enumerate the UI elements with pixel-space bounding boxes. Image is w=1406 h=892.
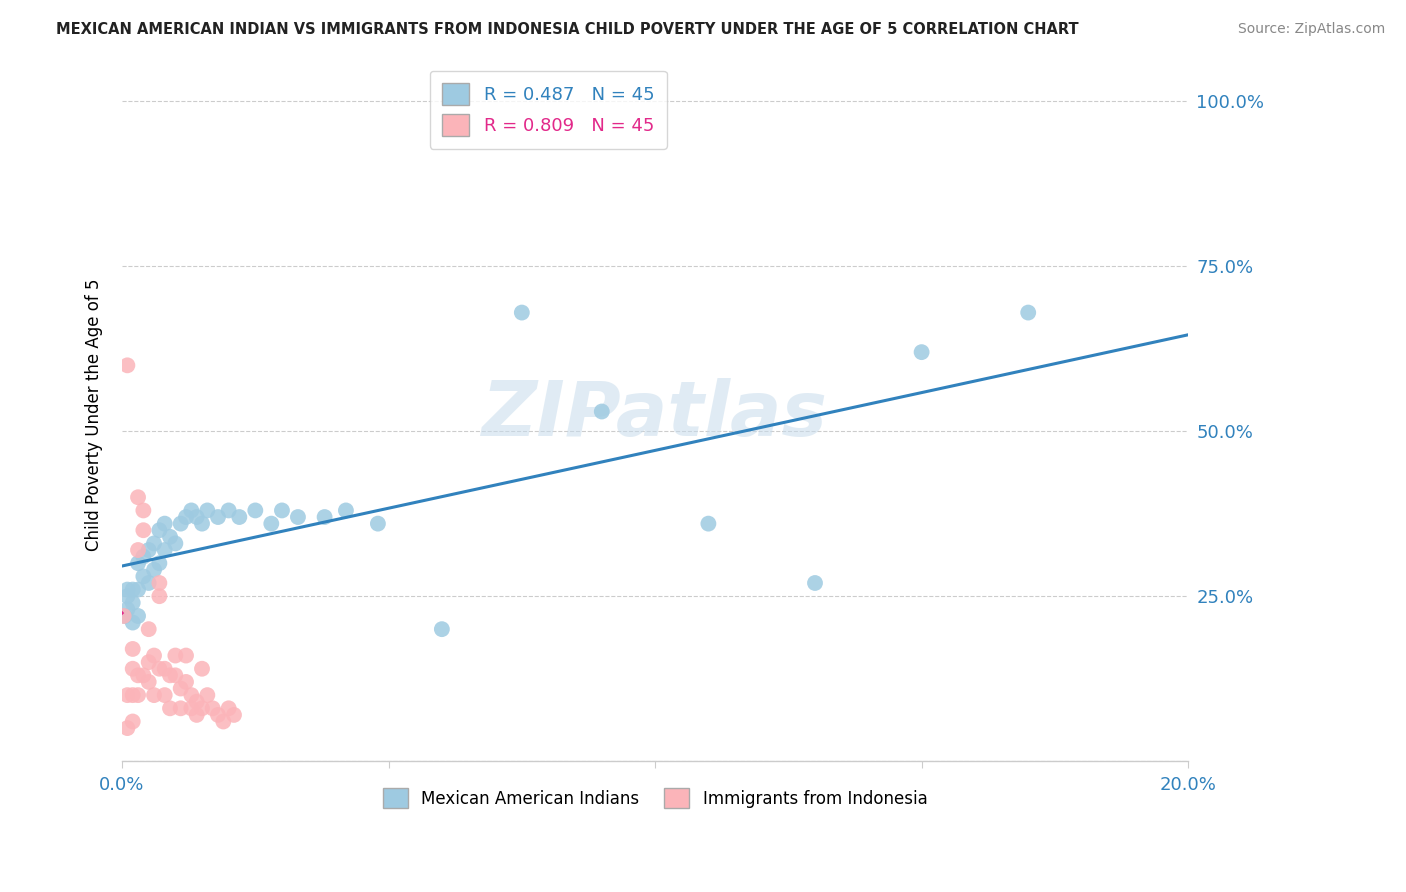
- Point: [591, 404, 613, 418]
- Point: [121, 582, 143, 597]
- Point: [165, 668, 187, 682]
- Point: [218, 701, 240, 715]
- Point: [271, 503, 294, 517]
- Point: [143, 563, 166, 577]
- Point: [430, 622, 453, 636]
- Point: [138, 655, 160, 669]
- Legend: Mexican American Indians, Immigrants from Indonesia: Mexican American Indians, Immigrants fro…: [377, 781, 934, 815]
- Point: [138, 576, 160, 591]
- Point: [195, 503, 218, 517]
- Point: [174, 674, 197, 689]
- Point: [143, 648, 166, 663]
- Point: [314, 510, 336, 524]
- Point: [153, 516, 176, 531]
- Point: [143, 688, 166, 702]
- Point: [148, 662, 170, 676]
- Point: [195, 688, 218, 702]
- Point: [165, 648, 187, 663]
- Point: [218, 503, 240, 517]
- Point: [191, 701, 214, 715]
- Point: [804, 576, 827, 591]
- Point: [138, 543, 160, 558]
- Point: [910, 345, 932, 359]
- Point: [138, 674, 160, 689]
- Point: [510, 305, 533, 319]
- Point: [117, 688, 139, 702]
- Point: [207, 510, 229, 524]
- Point: [132, 503, 155, 517]
- Point: [138, 622, 160, 636]
- Point: [117, 589, 139, 603]
- Point: [174, 648, 197, 663]
- Point: [697, 516, 720, 531]
- Text: MEXICAN AMERICAN INDIAN VS IMMIGRANTS FROM INDONESIA CHILD POVERTY UNDER THE AGE: MEXICAN AMERICAN INDIAN VS IMMIGRANTS FR…: [56, 22, 1078, 37]
- Point: [117, 359, 139, 373]
- Point: [367, 516, 389, 531]
- Point: [132, 523, 155, 537]
- Point: [121, 688, 143, 702]
- Text: Source: ZipAtlas.com: Source: ZipAtlas.com: [1237, 22, 1385, 37]
- Point: [180, 688, 202, 702]
- Point: [201, 701, 224, 715]
- Point: [222, 707, 245, 722]
- Y-axis label: Child Poverty Under the Age of 5: Child Poverty Under the Age of 5: [86, 278, 103, 551]
- Point: [186, 707, 208, 722]
- Point: [132, 668, 155, 682]
- Point: [121, 642, 143, 657]
- Point: [153, 688, 176, 702]
- Point: [117, 582, 139, 597]
- Point: [260, 516, 283, 531]
- Point: [148, 589, 170, 603]
- Point: [117, 721, 139, 735]
- Point: [180, 701, 202, 715]
- Point: [186, 695, 208, 709]
- Text: ZIPatlas: ZIPatlas: [482, 378, 828, 452]
- Point: [121, 596, 143, 610]
- Point: [228, 510, 250, 524]
- Point: [132, 569, 155, 583]
- Point: [121, 615, 143, 630]
- Point: [245, 503, 267, 517]
- Point: [170, 681, 193, 696]
- Point: [174, 510, 197, 524]
- Point: [121, 662, 143, 676]
- Point: [191, 662, 214, 676]
- Point: [335, 503, 357, 517]
- Point: [165, 536, 187, 550]
- Point: [127, 582, 149, 597]
- Point: [117, 602, 139, 616]
- Point: [127, 543, 149, 558]
- Point: [1017, 305, 1039, 319]
- Point: [159, 668, 181, 682]
- Point: [114, 609, 136, 624]
- Point: [148, 523, 170, 537]
- Point: [112, 609, 135, 624]
- Point: [153, 543, 176, 558]
- Point: [127, 490, 149, 504]
- Point: [127, 556, 149, 570]
- Point: [127, 668, 149, 682]
- Point: [121, 714, 143, 729]
- Point: [207, 707, 229, 722]
- Point: [132, 549, 155, 564]
- Point: [153, 662, 176, 676]
- Point: [170, 701, 193, 715]
- Point: [127, 609, 149, 624]
- Point: [170, 516, 193, 531]
- Point: [191, 516, 214, 531]
- Point: [148, 576, 170, 591]
- Point: [148, 556, 170, 570]
- Point: [180, 503, 202, 517]
- Point: [143, 536, 166, 550]
- Point: [127, 688, 149, 702]
- Point: [159, 530, 181, 544]
- Point: [186, 510, 208, 524]
- Point: [159, 701, 181, 715]
- Point: [287, 510, 309, 524]
- Point: [212, 714, 235, 729]
